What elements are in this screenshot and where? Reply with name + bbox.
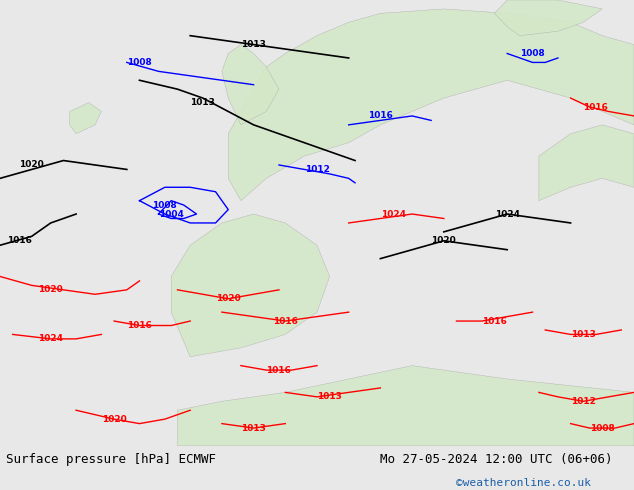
Polygon shape: [228, 9, 634, 201]
Text: 1012: 1012: [571, 397, 596, 406]
Text: 1020: 1020: [19, 161, 44, 170]
Text: 1016: 1016: [127, 321, 152, 330]
Text: 1013: 1013: [190, 98, 216, 107]
Polygon shape: [495, 0, 602, 36]
Text: 1020: 1020: [216, 294, 241, 303]
Text: 1016: 1016: [6, 236, 32, 245]
Text: 1008: 1008: [520, 49, 545, 58]
Text: Mo 27-05-2024 12:00 UTC (06+06): Mo 27-05-2024 12:00 UTC (06+06): [380, 453, 613, 466]
Text: 1016: 1016: [273, 317, 298, 325]
Polygon shape: [222, 45, 279, 125]
Polygon shape: [539, 125, 634, 201]
Text: 1013: 1013: [241, 40, 266, 49]
Polygon shape: [70, 102, 101, 134]
Text: 1013: 1013: [241, 423, 266, 433]
Text: 1008: 1008: [152, 200, 178, 210]
Text: 1016: 1016: [266, 366, 292, 374]
Text: 1024: 1024: [380, 210, 406, 219]
Text: 1008: 1008: [590, 423, 615, 433]
Text: 1024: 1024: [38, 334, 63, 343]
Text: 1013: 1013: [571, 330, 596, 339]
Polygon shape: [171, 214, 330, 357]
Text: 1024: 1024: [495, 210, 520, 219]
Text: Surface pressure [hPa] ECMWF: Surface pressure [hPa] ECMWF: [6, 453, 216, 466]
Text: 1016: 1016: [583, 102, 609, 112]
Text: 1008: 1008: [127, 58, 152, 67]
Text: 1020: 1020: [38, 285, 63, 294]
Text: ©weatheronline.co.uk: ©weatheronline.co.uk: [456, 478, 592, 489]
Text: 1004: 1004: [158, 210, 184, 219]
Text: 1016: 1016: [482, 317, 507, 325]
Text: 1016: 1016: [368, 111, 393, 121]
Polygon shape: [178, 366, 634, 446]
Text: 1020: 1020: [431, 236, 456, 245]
Text: 1012: 1012: [304, 165, 330, 174]
Text: 1013: 1013: [317, 392, 342, 401]
Text: 1020: 1020: [101, 415, 127, 424]
